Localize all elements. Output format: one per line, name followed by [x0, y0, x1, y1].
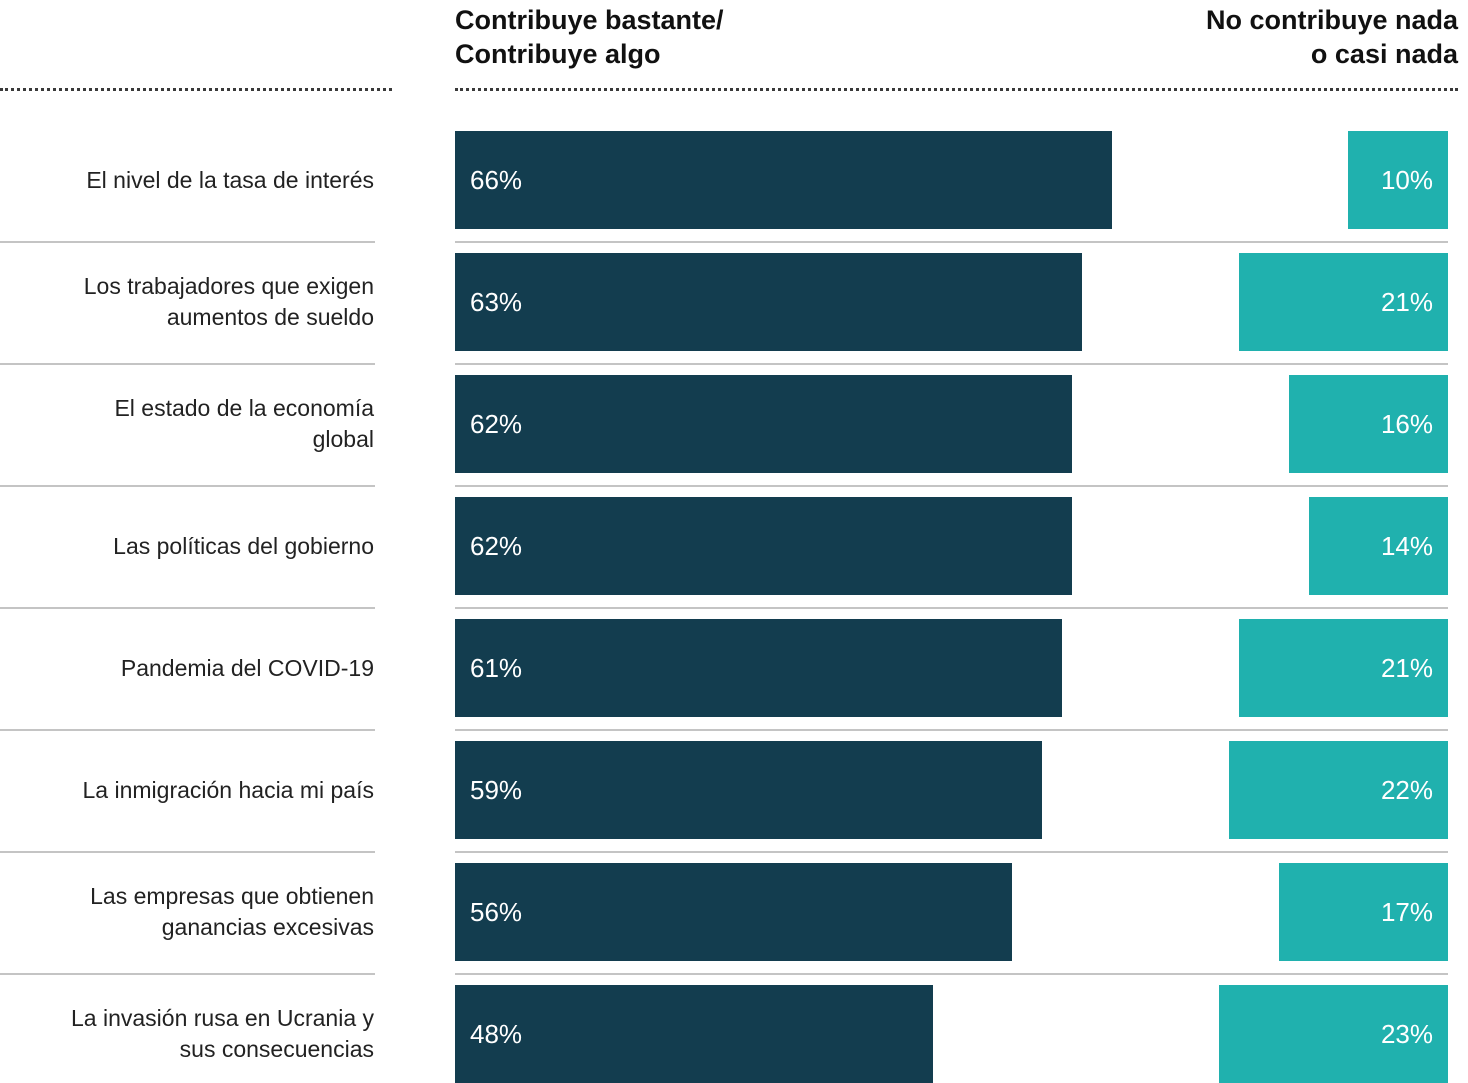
bar-value-label: 61%: [470, 653, 523, 683]
category-label: La invasión rusa en Ucrania y sus consec…: [71, 1005, 374, 1062]
bar-contribuye: 61%: [455, 619, 1062, 717]
header-left-positive: Contribuye bastante/ Contribuye algo: [455, 5, 724, 69]
header-divider-right: [455, 88, 1458, 91]
bar-value-label: 22%: [1380, 775, 1433, 805]
bar-no-contribuye: 21%: [1239, 619, 1448, 717]
category-label: La inmigración hacia mi país: [82, 776, 374, 803]
header-divider-left: [0, 88, 392, 91]
bar-value-label: 17%: [1380, 897, 1433, 927]
bar-value-label: 23%: [1380, 1019, 1433, 1049]
category-label: Pandemia del COVID-19: [120, 654, 374, 681]
row-separator: [0, 485, 375, 487]
bar-contribuye: 62%: [455, 497, 1072, 595]
bar-value-label: 14%: [1380, 531, 1433, 561]
bar-value-label: 62%: [470, 409, 523, 439]
row-separator: [455, 607, 1448, 609]
row-separator: [0, 241, 375, 243]
bar-value-label: 48%: [470, 1019, 523, 1049]
category-label: El estado de la economía global: [114, 395, 374, 452]
row-separator: [0, 729, 375, 731]
row-separator: [455, 241, 1448, 243]
bar-no-contribuye: 17%: [1279, 863, 1448, 961]
header-right-negative: No contribuye nada o casi nada: [1205, 5, 1458, 69]
row-separator: [455, 973, 1448, 975]
row-separator: [0, 851, 375, 853]
bar-value-label: 21%: [1380, 287, 1433, 317]
category-label: El nivel de la tasa de interés: [86, 166, 374, 193]
row-separator: [0, 973, 375, 975]
bar-contribuye: 56%: [455, 863, 1012, 961]
row-separator: [0, 607, 375, 609]
bar-no-contribuye: 23%: [1219, 985, 1448, 1083]
bar-value-label: 21%: [1380, 653, 1433, 683]
bar-value-label: 66%: [470, 165, 523, 195]
bar-value-label: 16%: [1380, 409, 1433, 439]
bar-no-contribuye: 14%: [1309, 497, 1448, 595]
row-separator: [455, 851, 1448, 853]
bar-contribuye: 63%: [455, 253, 1082, 351]
category-label: Las políticas del gobierno: [113, 532, 374, 559]
category-label: Las empresas que obtienen ganancias exce…: [90, 883, 374, 940]
row-separator: [455, 363, 1448, 365]
bar-contribuye: 62%: [455, 375, 1072, 473]
bar-no-contribuye: 16%: [1289, 375, 1448, 473]
row-separator: [455, 485, 1448, 487]
row-separator: [0, 363, 375, 365]
category-label: Los trabajadores que exigen aumentos de …: [83, 273, 374, 330]
bar-no-contribuye: 10%: [1348, 131, 1448, 229]
row-separator: [455, 729, 1448, 731]
bar-value-label: 56%: [470, 897, 523, 927]
bar-value-label: 10%: [1380, 165, 1433, 195]
bar-no-contribuye: 22%: [1229, 741, 1448, 839]
bar-no-contribuye: 21%: [1239, 253, 1448, 351]
bar-value-label: 63%: [470, 287, 523, 317]
bar-value-label: 62%: [470, 531, 523, 561]
bar-contribuye: 66%: [455, 131, 1112, 229]
bar-value-label: 59%: [470, 775, 523, 805]
bar-contribuye: 48%: [455, 985, 933, 1083]
bar-contribuye: 59%: [455, 741, 1042, 839]
